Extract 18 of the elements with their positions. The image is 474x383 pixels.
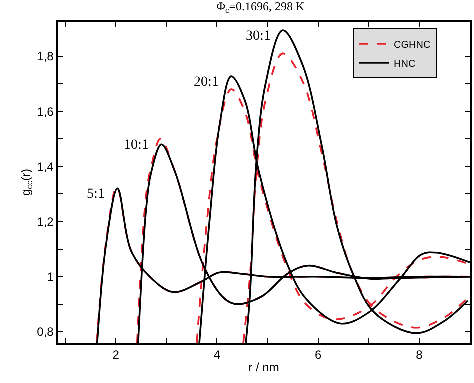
- x-tick-label: 8: [416, 348, 424, 362]
- annotation: 30:1: [246, 29, 271, 44]
- annotation: 20:1: [194, 75, 219, 90]
- y-tick-label: 1,2: [37, 214, 54, 229]
- y-tick-label: 0,8: [37, 325, 54, 340]
- y-tick-label: 1,6: [37, 104, 54, 119]
- legend-label: CGHNC: [394, 40, 431, 51]
- x-tick-label: 6: [314, 348, 322, 362]
- x-tick-label: 2: [112, 348, 120, 362]
- annotation: 10:1: [124, 138, 149, 153]
- y-tick-label: 1,4: [37, 160, 54, 174]
- y-tick-label: 1: [47, 270, 54, 284]
- chart-title: Φ$_{c}$=0.1696, 298 K: [216, 0, 305, 15]
- annotation: 5:1: [87, 187, 105, 202]
- x-tick-label: 4: [214, 348, 221, 362]
- x-axis-title: r / nm: [248, 360, 280, 375]
- y-tick-label: 1,8: [37, 50, 54, 64]
- legend-label: HNC: [394, 58, 416, 70]
